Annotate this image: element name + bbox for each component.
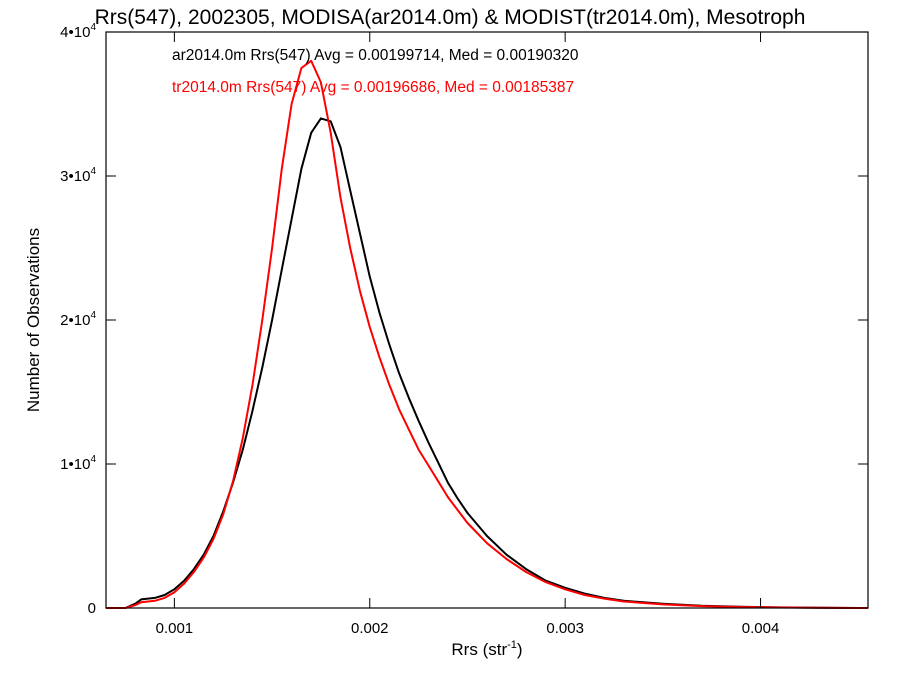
chart-title: Rrs(547), 2002305, MODISA(ar2014.0m) & M… xyxy=(95,6,806,29)
series-line-1 xyxy=(106,59,868,609)
x-tick-label: 0.001 xyxy=(156,620,194,637)
y-tick-label: 2•104 xyxy=(60,310,96,329)
series-line-0 xyxy=(106,117,868,609)
legend-entry-tr2014: tr2014.0m Rrs(547) Avg = 0.00196686, Med… xyxy=(172,79,574,96)
x-tick-label: 0.004 xyxy=(742,620,780,637)
plot-lines xyxy=(106,59,868,609)
x-axis-ticks: 0.001 0.002 0.003 0.004 xyxy=(156,32,780,637)
x-tick-label: 0.002 xyxy=(351,620,389,637)
y-tick-label: 1•104 xyxy=(60,454,96,473)
x-tick-label: 0.003 xyxy=(546,620,584,637)
y-axis-label: Number of Observations xyxy=(24,228,43,412)
x-axis-label: Rrs (str-1) xyxy=(451,639,522,659)
y-tick-label: 4•104 xyxy=(60,22,96,41)
legend-entry-ar2014: ar2014.0m Rrs(547) Avg = 0.00199714, Med… xyxy=(172,47,579,64)
y-tick-label: 3•104 xyxy=(60,166,96,185)
y-tick-label: 0 xyxy=(88,600,96,617)
y-axis-ticks: 0 1•104 2•104 3•104 4•104 xyxy=(60,22,868,617)
